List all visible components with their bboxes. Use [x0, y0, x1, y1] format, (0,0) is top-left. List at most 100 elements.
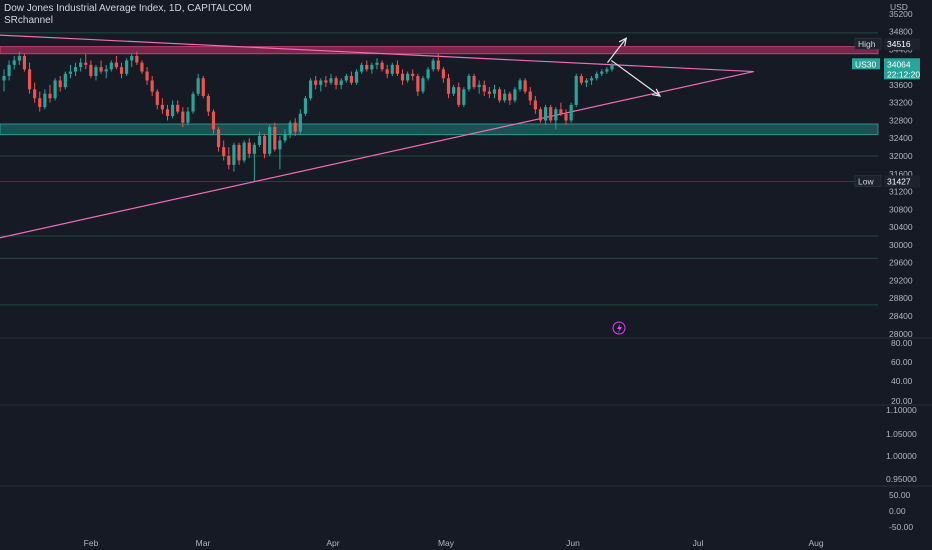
candle-body	[605, 69, 609, 72]
month-label: Feb	[84, 538, 99, 548]
candle-33	[171, 100, 175, 119]
candle-88	[452, 84, 456, 96]
low-tag-label: Low	[858, 176, 874, 186]
candle-body	[125, 60, 129, 74]
candle-body	[33, 89, 37, 99]
lightning-icon[interactable]	[612, 321, 626, 335]
candle-body	[503, 93, 507, 101]
candle-body	[543, 107, 548, 121]
time-axis[interactable]: Feb Mar Apr May Jun Jul Aug	[84, 538, 824, 548]
candle-17	[89, 60, 93, 79]
candle-106	[543, 104, 548, 125]
candle-body	[528, 91, 532, 101]
candle-32	[165, 104, 170, 121]
candle-85	[436, 53, 440, 72]
candle-22	[114, 56, 118, 70]
candle-body	[344, 76, 348, 81]
candle-91	[467, 73, 471, 92]
candle-21	[109, 60, 113, 72]
candle-14	[73, 62, 78, 76]
candle-60	[308, 78, 313, 101]
candle-body	[339, 80, 343, 85]
candle-105	[538, 107, 543, 123]
candle-90	[462, 87, 466, 108]
month-label: May	[438, 538, 455, 548]
candle-body	[314, 80, 318, 85]
candle-body	[411, 73, 415, 76]
price-tick-label: 35200	[889, 9, 913, 19]
trendline-0	[0, 34, 754, 73]
candle-body	[569, 104, 573, 121]
candle-95	[487, 87, 491, 99]
candle-body	[268, 127, 272, 154]
candle-43	[222, 140, 226, 161]
candle-body	[104, 69, 108, 72]
candle-49	[252, 142, 256, 182]
candle-body	[257, 136, 262, 145]
candle-body	[176, 104, 180, 112]
candle-body	[283, 133, 287, 141]
candle-50	[257, 131, 262, 148]
candle-body	[73, 67, 78, 72]
candle-7	[38, 91, 42, 112]
pane2-tick-label: 1.10000	[886, 405, 917, 415]
price-axis[interactable]: USD3520034800344003400033600332003280032…	[889, 2, 913, 339]
candle-body	[150, 80, 154, 92]
candle-body	[538, 109, 543, 121]
candle-body	[247, 142, 251, 154]
candle-107	[549, 104, 553, 123]
candle-116	[595, 71, 599, 81]
candle-body	[232, 144, 236, 165]
candle-body	[549, 107, 553, 121]
candle-body	[273, 127, 277, 150]
candle-104	[533, 96, 537, 114]
horizontal-levels	[0, 32, 878, 306]
candle-34	[176, 100, 180, 114]
arrow-head	[618, 37, 628, 47]
candle-80	[411, 69, 415, 81]
candle-body	[22, 56, 27, 70]
pane1-tick-label: 20.00	[891, 396, 913, 406]
price-tick-label: 31200	[889, 187, 913, 197]
high-tag: High 34516	[854, 37, 920, 51]
candle-body	[370, 64, 374, 70]
candle-58	[298, 109, 302, 134]
candle-body	[17, 56, 21, 61]
candle-body	[109, 62, 113, 70]
candle-39	[201, 76, 205, 99]
candle-body	[595, 73, 599, 79]
candle-45	[232, 142, 236, 172]
pane3-tick-label: 50.00	[889, 490, 911, 500]
low-tag-value: 31427	[887, 176, 911, 186]
candle-9	[48, 84, 52, 103]
candle-53	[273, 122, 277, 152]
candle-20	[104, 64, 108, 79]
candle-body	[610, 64, 614, 70]
candle-101	[518, 78, 522, 92]
candle-111	[569, 102, 573, 123]
candle-56	[288, 120, 292, 139]
candle-body	[48, 93, 52, 99]
candle-71	[365, 60, 369, 72]
candle-109	[559, 102, 563, 116]
candle-5	[27, 62, 32, 94]
candle-body	[380, 62, 384, 70]
candle-1	[7, 60, 11, 81]
candle-body	[324, 80, 328, 83]
candle-36	[186, 107, 190, 125]
candle-body	[140, 62, 144, 72]
candle-48	[247, 138, 251, 159]
indicator-pane-axes: 80.00 60.00 40.00 20.001.10000 1.05000 1.0000…	[0, 337, 932, 532]
candle-75	[385, 64, 389, 79]
candle-40	[206, 93, 210, 116]
candle-body	[119, 67, 124, 74]
trendline-1	[0, 70, 754, 239]
candle-body	[227, 156, 231, 165]
candle-body	[452, 87, 456, 94]
candle-body	[554, 109, 558, 121]
candle-92	[472, 73, 476, 90]
candle-body	[293, 122, 297, 132]
candle-10	[53, 78, 57, 101]
